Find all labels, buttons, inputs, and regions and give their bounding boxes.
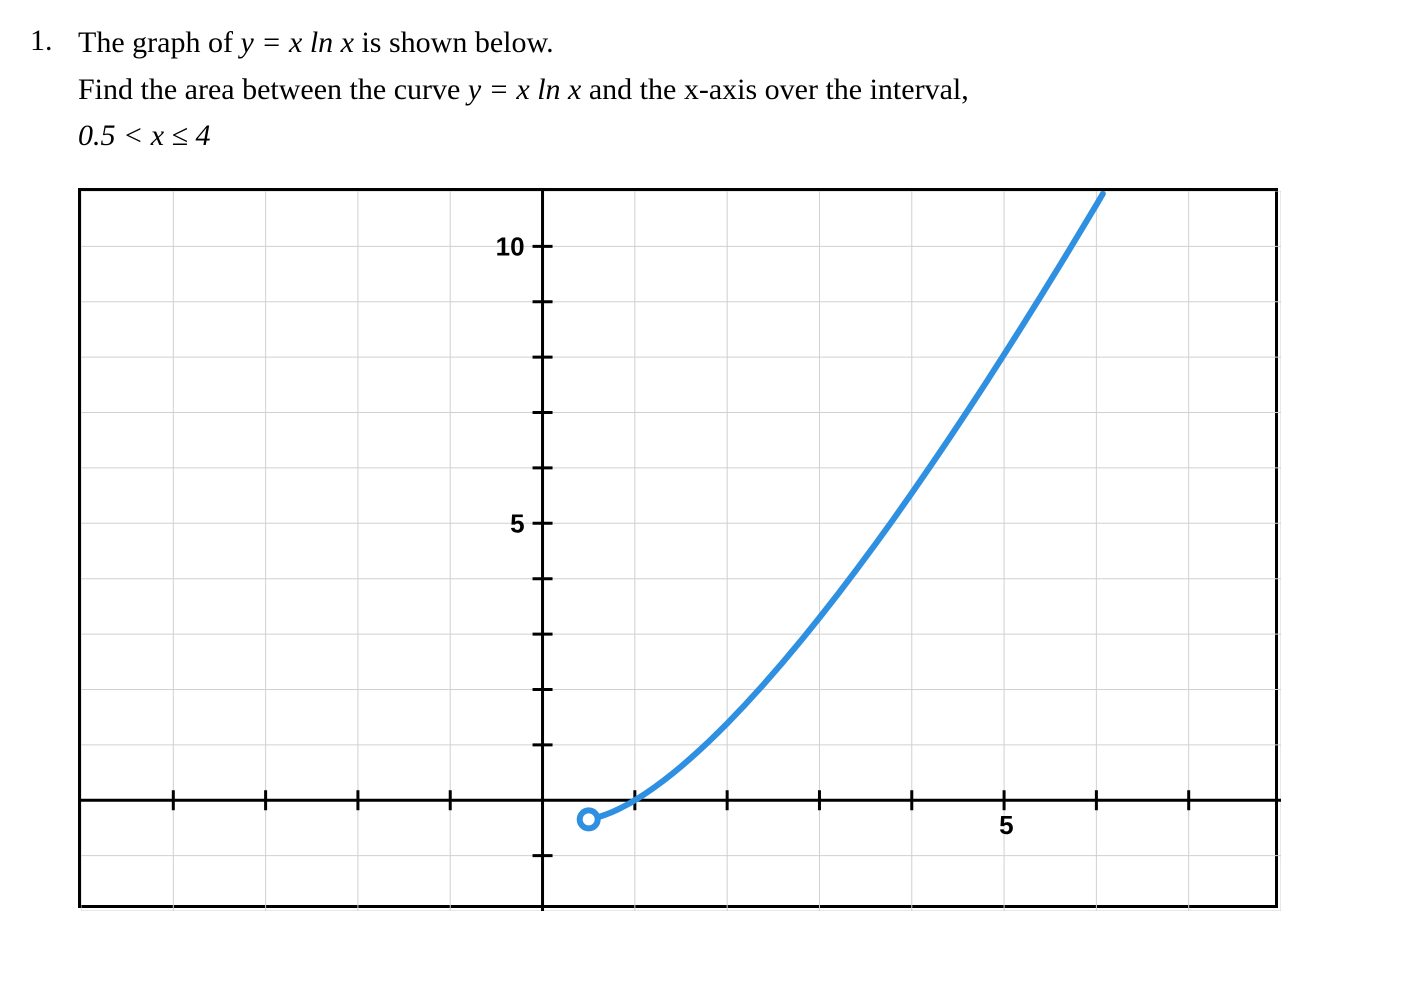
x-tick-label: 5 (999, 810, 1013, 840)
interval: 0.5 < x ≤ 4 (78, 119, 211, 152)
grid (81, 191, 1281, 911)
curve (589, 193, 1103, 819)
problem-number: 1. (30, 20, 60, 62)
y-tick-label: 10 (496, 231, 525, 261)
axes (81, 191, 1281, 911)
graph-container: 5 10 5 (78, 188, 1278, 908)
open-point (580, 810, 598, 828)
problem-statement: The graph of y = x ln x is shown below. … (78, 20, 1378, 160)
y-tick-label: 5 (510, 508, 524, 538)
eq1: y = x ln x (240, 26, 354, 59)
graph: 5 10 5 (81, 191, 1281, 911)
line2-post: and the x-axis over the interval, (581, 73, 968, 106)
line1-pre: The graph of (78, 26, 240, 59)
problem-body: The graph of y = x ln x is shown below. … (78, 20, 1378, 908)
problem: 1. The graph of y = x ln x is shown belo… (30, 20, 1378, 908)
line2-pre: Find the area between the curve (78, 73, 468, 106)
line1-post: is shown below. (354, 26, 554, 59)
eq2: y = x ln x (468, 73, 582, 106)
